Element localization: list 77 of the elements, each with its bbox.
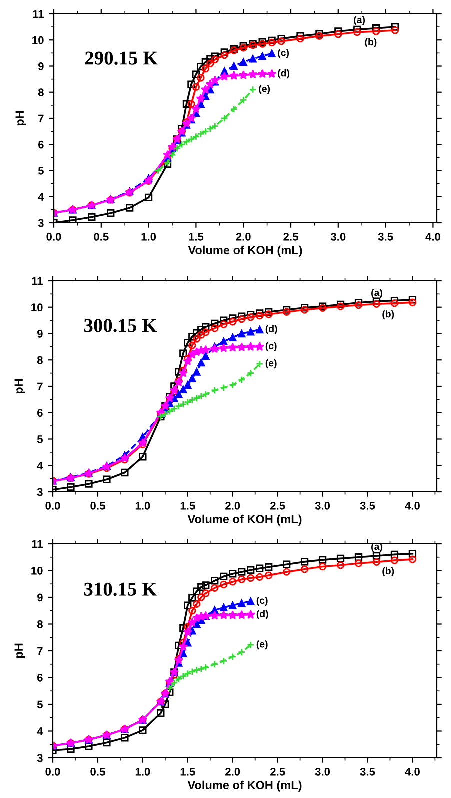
x-tick-label: 3.0 xyxy=(315,502,330,510)
y-tick-label: 8 xyxy=(37,620,43,628)
x-axis-title: Volume of KOH (mL) xyxy=(188,514,302,526)
y-tick-label: 5 xyxy=(38,167,44,175)
x-tick-label: 2.0 xyxy=(236,233,251,241)
x-tick-label: 3.5 xyxy=(378,233,394,241)
x-tick-label: 2.0 xyxy=(226,768,240,776)
series-label: (e) xyxy=(259,85,270,94)
series-label: (d) xyxy=(256,610,268,620)
y-tick-label: 6 xyxy=(38,674,43,682)
annotation: 310.15 K xyxy=(84,582,158,596)
x-tick-label: 0.0 xyxy=(46,233,62,241)
y-tick-label: 11 xyxy=(33,10,44,18)
x-tick-label: 3.0 xyxy=(315,768,330,776)
y-tick-label: 6 xyxy=(38,140,44,149)
y-tick-label: 6 xyxy=(38,409,43,418)
series-label: (e) xyxy=(256,640,268,650)
y-tick-label: 7 xyxy=(38,647,43,656)
y-axis-title: pH xyxy=(14,644,26,658)
y-tick-label: 4 xyxy=(37,728,44,736)
x-tick-label: 2.5 xyxy=(270,502,286,510)
y-tick-label: 9 xyxy=(38,62,44,70)
x-tick-label: 3.5 xyxy=(360,768,376,776)
x-tick-label: 1.5 xyxy=(189,233,204,241)
y-tick-label: 10 xyxy=(32,36,44,44)
y-tick-label: 7 xyxy=(38,114,44,123)
y-tick-label: 11 xyxy=(32,277,43,286)
x-axis-title: Volume of KOH (mL) xyxy=(188,246,302,257)
y-tick-label: 4 xyxy=(37,462,44,470)
series-label: (e) xyxy=(266,360,277,369)
x-tick-label: 2.0 xyxy=(226,502,240,510)
x-tick-label: 0.5 xyxy=(90,768,106,776)
y-tick-label: 3 xyxy=(37,488,43,496)
x-tick-label: 3.5 xyxy=(360,502,376,510)
series-label: (b) xyxy=(382,567,394,577)
annotation: 300.15 K xyxy=(84,319,158,332)
legend-label: (a) xyxy=(354,16,366,26)
x-tick-label: 2.5 xyxy=(284,233,298,241)
x-tick-label: 1.0 xyxy=(142,233,156,241)
series-label: (c) xyxy=(278,49,289,58)
x-tick-label: 0.5 xyxy=(90,502,106,510)
y-tick-label: 3 xyxy=(37,754,43,762)
x-tick-label: 1.0 xyxy=(136,502,150,510)
x-tick-label: 0.0 xyxy=(46,768,60,776)
x-tick-label: 2.5 xyxy=(270,768,286,776)
x-tick-label: 4.0 xyxy=(405,502,420,510)
y-tick-label: 4 xyxy=(38,193,44,201)
y-axis-title: pH xyxy=(14,379,26,394)
y-tick-label: 11 xyxy=(32,540,43,548)
x-tick-label: 3.0 xyxy=(330,233,346,241)
x-axis-title: Volume of KOH (mL) xyxy=(188,780,302,792)
x-tick-label: 4.0 xyxy=(405,768,420,776)
y-tick-label: 9 xyxy=(37,594,43,602)
y-tick-label: 7 xyxy=(38,382,43,391)
x-tick-label: 1.0 xyxy=(136,768,150,776)
x-tick-label: 0.5 xyxy=(94,233,109,241)
y-axis-title: pH xyxy=(16,111,26,126)
series-label: (c) xyxy=(266,342,277,352)
legend-label: (a) xyxy=(372,289,382,298)
x-tick-label: 1.5 xyxy=(180,502,196,510)
y-tick-label: 9 xyxy=(37,330,43,338)
x-tick-label: 0.0 xyxy=(46,502,60,510)
series-label: (d) xyxy=(278,70,290,79)
annotation: 290.15 K xyxy=(85,52,158,65)
series-label: (c) xyxy=(256,596,268,606)
y-tick-label: 5 xyxy=(37,700,43,709)
series-label: (b) xyxy=(382,310,394,320)
y-tick-label: 8 xyxy=(37,356,43,364)
x-tick-label: 4.0 xyxy=(426,233,440,241)
series-label: (b) xyxy=(365,38,377,48)
y-tick-label: 8 xyxy=(38,88,44,97)
y-tick-label: 10 xyxy=(32,567,43,575)
y-tick-label: 5 xyxy=(37,436,43,444)
y-tick-label: 3 xyxy=(38,219,44,228)
series-label: (d) xyxy=(266,325,278,334)
x-tick-label: 1.5 xyxy=(180,768,196,776)
y-tick-label: 10 xyxy=(32,304,43,312)
